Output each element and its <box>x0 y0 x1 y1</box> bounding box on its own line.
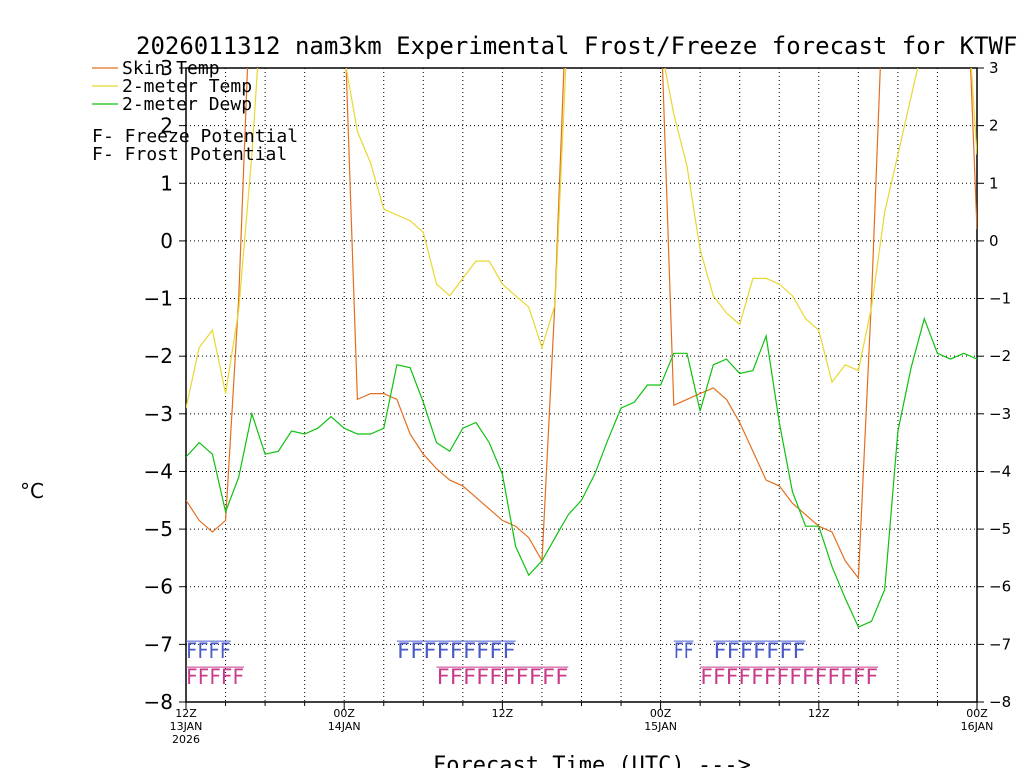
series-skin-temp <box>186 68 977 580</box>
x-tick-label: 00Z <box>333 707 355 720</box>
freeze-potential-marks: FFFFFFFFFFFFFF <box>700 665 878 689</box>
frost-potential-marks: FFFFFFFFF <box>397 639 516 663</box>
y-tick-label-right: −7 <box>989 635 1011 653</box>
y-tick-label: −1 <box>144 287 173 311</box>
y-tick-label-right: −8 <box>989 693 1011 711</box>
y-tick-label-right: −1 <box>989 290 1011 308</box>
legend-label: Skin Temp <box>122 58 220 79</box>
x-tick-label: 00Z <box>650 707 672 720</box>
y-axis-label: °C <box>20 479 44 503</box>
x-tick-date: 13JAN <box>170 720 203 733</box>
x-tick-label: 12Z <box>175 707 197 720</box>
y-tick-label: 2 <box>160 114 173 138</box>
y-tick-label: 1 <box>160 171 173 195</box>
plot-frame <box>179 67 984 710</box>
x-tick-label: 12Z <box>808 707 830 720</box>
frost-potential-marks: FFFF <box>186 639 231 663</box>
legend-symbol: F <box>92 126 103 147</box>
freeze-potential-marks: FFFFFFFFFF <box>436 665 568 689</box>
y-tick-label: −7 <box>144 632 173 656</box>
y-tick-label: −3 <box>144 402 173 426</box>
y-tick-label: −8 <box>144 690 173 714</box>
y-tick-label-right: 0 <box>989 232 999 250</box>
x-tick-date: 14JAN <box>328 720 361 733</box>
x-tick-date: 15JAN <box>644 720 677 733</box>
potential-marks: FFFF FFFFFFFFF FF FFFFFFFFFFFF FFFFFFFFFF FFF… <box>186 639 878 689</box>
y-tick-labels: 3 2 1 0 −1 −2 −3 −4 −5 −6 −7 −8 3 2 1 0 −1 −2 −3 −4 −5 −6 −7 −8 <box>144 56 1012 714</box>
freeze-potential-marks: FFFFF <box>186 665 244 689</box>
y-tick-label: −2 <box>144 344 173 368</box>
x-tick-label: 00Z <box>966 707 988 720</box>
legend-label: 2-meter Temp <box>122 76 252 97</box>
legend-label: - Frost Potential <box>103 144 287 165</box>
y-tick-label-right: −5 <box>989 520 1011 538</box>
legend-symbol: F <box>92 144 103 165</box>
y-tick-label: −4 <box>144 459 173 483</box>
series-lines <box>186 68 977 628</box>
series-2-meter-temp <box>186 68 977 409</box>
legend-label: 2-meter Dewp <box>122 94 252 115</box>
chart-title: 2026011312 nam3km Experimental Frost/Fre… <box>136 32 1017 60</box>
frost-potential-marks: FF <box>674 639 694 663</box>
frost-potential-marks: FFFFFFF <box>713 639 805 663</box>
y-tick-label: −5 <box>144 517 173 541</box>
y-tick-label-right: −4 <box>989 462 1011 480</box>
legend-label: - Freeze Potential <box>103 126 298 147</box>
x-tick-label: 12Z <box>492 707 514 720</box>
y-tick-label-right: −6 <box>989 578 1011 596</box>
y-tick-label: 3 <box>160 56 173 80</box>
x-tick-year: 2026 <box>172 733 200 746</box>
series-2-meter-dewp <box>186 316 977 628</box>
y-tick-label-right: 2 <box>989 117 999 135</box>
y-tick-label: −6 <box>144 575 173 599</box>
y-tick-label-right: −3 <box>989 405 1011 423</box>
y-tick-label-right: −2 <box>989 347 1011 365</box>
y-tick-label-right: 1 <box>989 174 999 192</box>
x-tick-date: 16JAN <box>961 720 994 733</box>
x-axis-label: Forecast Time (UTC) ---> <box>433 753 751 768</box>
y-tick-label-right: 3 <box>989 59 999 77</box>
y-tick-label: 0 <box>160 229 173 253</box>
grid <box>186 68 977 702</box>
